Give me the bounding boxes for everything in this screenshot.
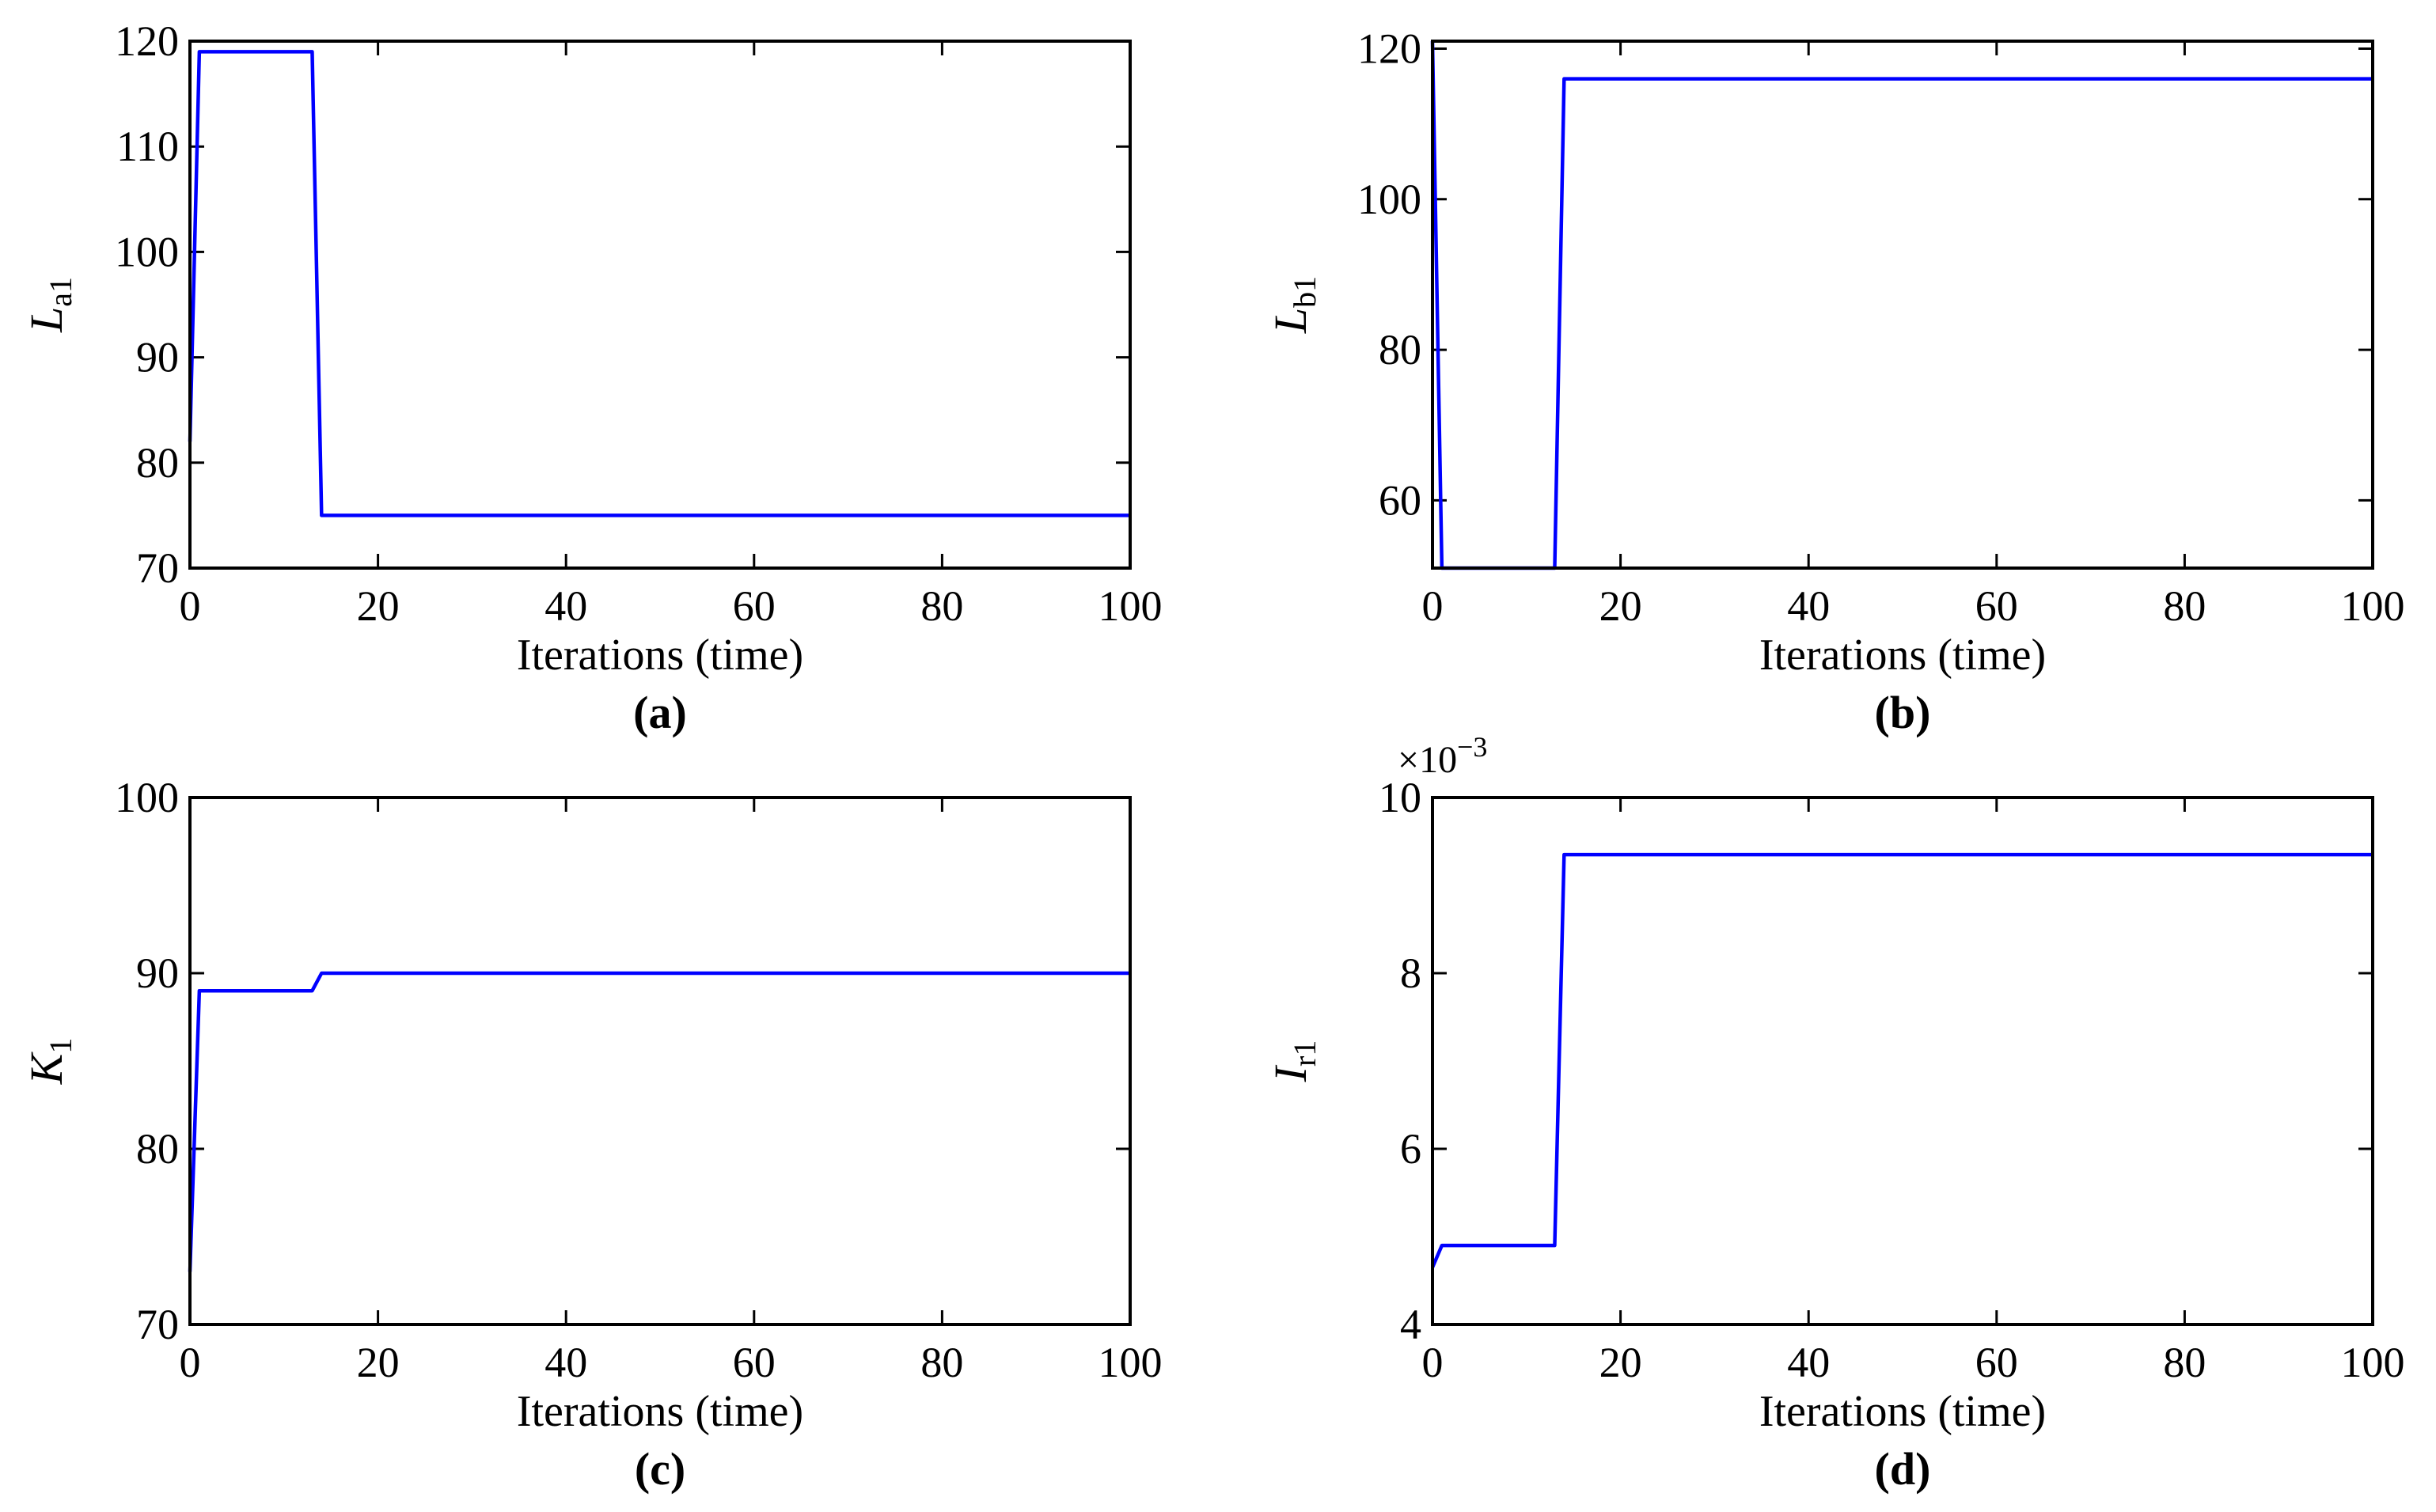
plot-frame [1431, 40, 2374, 570]
chart-panel-d: 0 20 40 60 80 100 4 6 8 10 Iterations (time) (d) Ir1… [1265, 731, 2405, 1495]
x-tick-label: 100 [2341, 1339, 2405, 1386]
x-tick-label: 40 [544, 582, 587, 630]
x-tick-label: 100 [1098, 582, 1163, 630]
y-tick-label: 80 [1379, 326, 1421, 373]
x-axis-title: Iterations (time) [1759, 1387, 2046, 1436]
x-tick-label: 40 [544, 1339, 587, 1386]
y-tick-label: 10 [1379, 774, 1421, 821]
y-tick-label: 90 [136, 334, 179, 381]
x-tick-label: 100 [2341, 582, 2405, 630]
y-tick-label: 8 [1400, 949, 1421, 997]
x-tick-label: 60 [1975, 1339, 2018, 1386]
series-line [188, 50, 1130, 517]
x-tick-label: 40 [1787, 1339, 1830, 1386]
x-axis-title: Iterations (time) [517, 631, 803, 680]
x-tick-label: 0 [180, 1339, 201, 1386]
series-line [1430, 852, 2373, 1268]
y-tick-label: 120 [1357, 25, 1421, 73]
chart-panel-b: 0 20 40 60 80 100 60 80 100 120 Iterations (time) (… [1265, 25, 2405, 738]
y-tick-label: 70 [136, 544, 179, 592]
panel-label: (d) [1875, 1443, 1931, 1495]
chart-panel-c: 0 20 40 60 80 100 70 80 90 100 Iterations (time) (c… [21, 774, 1163, 1495]
x-tick-label: 40 [1787, 582, 1830, 630]
x-tick-label: 0 [1422, 1339, 1444, 1386]
y-tick-label: 90 [136, 949, 179, 997]
x-tick-label: 20 [1599, 1339, 1642, 1386]
x-tick-label: 80 [2163, 582, 2206, 630]
plot-frame [1431, 796, 2374, 1326]
chart-panel-a: 0 20 40 60 80 100 70 80 90 100 110 120 Iterations (t… [21, 17, 1163, 738]
x-tick-label: 20 [1599, 582, 1642, 630]
panel-label: (a) [633, 687, 687, 738]
y-exponent-label: ×10−3 [1398, 731, 1487, 781]
y-tick-label: 110 [116, 123, 179, 170]
y-axis-title: Ir1 [1265, 1040, 1322, 1083]
y-tick-label: 70 [136, 1301, 179, 1348]
x-axis-title: Iterations (time) [1759, 631, 2046, 680]
x-tick-label: 60 [733, 1339, 776, 1386]
x-tick-label: 80 [920, 1339, 963, 1386]
y-axis-title: K1 [21, 1038, 78, 1086]
x-tick-label: 60 [1975, 582, 2018, 630]
y-tick-label: 60 [1379, 476, 1421, 524]
y-tick-label: 80 [136, 1125, 179, 1173]
y-tick-label: 100 [115, 774, 179, 821]
x-tick-label: 80 [920, 582, 963, 630]
plot-frame [188, 796, 1132, 1326]
x-tick-label: 60 [733, 582, 776, 630]
x-tick-label: 80 [2163, 1339, 2206, 1386]
y-tick-label: 6 [1400, 1125, 1421, 1173]
x-tick-label: 0 [1422, 582, 1444, 630]
x-tick-label: 20 [357, 582, 400, 630]
y-tick-label: 120 [115, 17, 179, 65]
y-axis-title: Lb1 [1265, 276, 1322, 334]
x-tick-label: 100 [1098, 1339, 1163, 1386]
series-line [188, 971, 1130, 1272]
series-line [1430, 40, 2373, 570]
panel-label: (b) [1875, 687, 1931, 738]
y-tick-label: 100 [1357, 176, 1421, 223]
y-tick-label: 80 [136, 439, 179, 487]
panel-label: (c) [635, 1443, 685, 1495]
x-axis-title: Iterations (time) [517, 1387, 803, 1436]
y-tick-label: 100 [115, 228, 179, 275]
plot-frame [188, 40, 1132, 570]
x-tick-label: 20 [357, 1339, 400, 1386]
x-tick-label: 0 [180, 582, 201, 630]
y-tick-label: 4 [1400, 1301, 1421, 1348]
y-axis-title: La1 [21, 277, 78, 333]
